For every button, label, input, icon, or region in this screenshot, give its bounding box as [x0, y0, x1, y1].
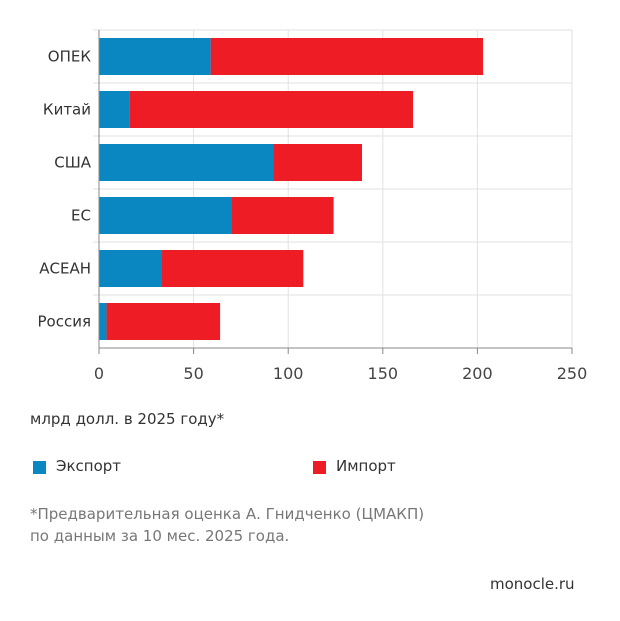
y-category-label: Россия — [38, 313, 92, 331]
bar-import — [161, 250, 304, 287]
bar-export — [99, 91, 130, 128]
legend-swatch-import — [313, 461, 326, 474]
footnote-line1: *Предварительная оценка А. Гнидченко (ЦМ… — [30, 505, 425, 523]
y-category-label: АСЕАН — [39, 260, 91, 278]
legend-label-import: Импорт — [336, 457, 396, 475]
bar-import — [129, 91, 414, 128]
x-tick-label: 0 — [94, 364, 104, 383]
bar-export — [99, 303, 107, 340]
footnote-line2: по данным за 10 мес. 2025 года. — [30, 527, 290, 545]
bar-export — [99, 144, 274, 181]
x-axis-label: млрд долл. в 2025 году* — [30, 410, 225, 428]
bar-import — [106, 303, 221, 340]
bar-import — [210, 38, 484, 75]
x-tick-label: 100 — [273, 364, 304, 383]
y-category-label: ЕС — [71, 207, 91, 225]
bar-import — [273, 144, 362, 181]
x-tick-label: 200 — [462, 364, 493, 383]
legend-label-export: Экспорт — [56, 457, 122, 475]
bar-export — [99, 38, 211, 75]
bar-export — [99, 250, 162, 287]
y-category-label: США — [54, 154, 92, 172]
legend-swatch-export — [33, 461, 46, 474]
x-tick-label: 250 — [557, 364, 588, 383]
y-category-label: Китай — [43, 101, 91, 119]
y-category-label: ОПЕК — [48, 48, 92, 66]
x-tick-label: 50 — [183, 364, 203, 383]
bar-export — [99, 197, 232, 234]
source-label: monocle.ru — [490, 575, 575, 593]
x-tick-label: 150 — [368, 364, 399, 383]
bar-chart: 0 50 100 150 200 250 ОПЕК Китай США ЕС АСЕАН Россия — [38, 29, 588, 383]
bar-import — [231, 197, 334, 234]
